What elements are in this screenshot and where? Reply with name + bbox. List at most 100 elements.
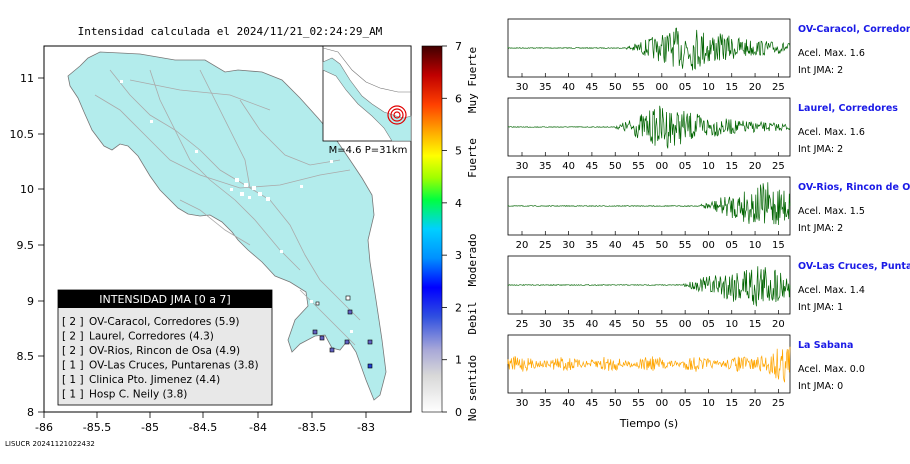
- time-tick-label: 25: [772, 82, 785, 93]
- colorbar-category-label: Debil: [466, 301, 479, 334]
- time-tick-label: 30: [539, 319, 552, 330]
- legend-item-level: [ 1 ]: [62, 389, 84, 401]
- seismogram-panel: 30 35 40 45 50 55 00 05 10 15 20 25 OV-Caracol, Corr…: [507, 18, 910, 93]
- time-tick-label: 40: [562, 161, 575, 172]
- colorbar-gradient: [421, 45, 443, 413]
- waveform-trace: [507, 182, 791, 226]
- legend-item-level: [ 1 ]: [62, 360, 84, 372]
- lon-tick-label: -83: [357, 421, 375, 434]
- colorbar-tick-label: 7: [455, 40, 462, 53]
- road-network: [94, 69, 361, 346]
- colorbar-category-label: Moderado: [466, 234, 479, 287]
- time-tick-label: 35: [539, 82, 552, 93]
- footer-label: LISUCR 20241121022432: [5, 440, 95, 448]
- waveform-trace: [507, 346, 791, 383]
- time-tick-label: 50: [655, 240, 668, 251]
- time-tick-label: 50: [609, 82, 622, 93]
- colorbar-tick-label: 3: [455, 249, 462, 262]
- time-tick-label: 20: [749, 161, 762, 172]
- lon-tick-label: -84.5: [189, 421, 217, 434]
- longitude-axis: -86 -85.5 -85 -84.5 -84 -83.5 -83: [35, 412, 375, 434]
- seismogram-panel: 20 25 30 35 40 45 50 55 00 05 10 15 OV-Rios, Rincon …: [507, 176, 910, 251]
- map-area: M=4.6 P=31km -86 -85.5 -85 -84.5 -84 -83.5 -83…: [10, 45, 412, 434]
- colorbar-category-label: Fuerte: [466, 138, 479, 178]
- jma-intensity: Int JMA: 2: [798, 223, 843, 234]
- time-tick-label: 35: [539, 398, 552, 409]
- jma-intensity: Int JMA: 1: [798, 302, 843, 313]
- legend-item-level: [ 2 ]: [62, 331, 84, 343]
- colorbar-tick-label: 5: [455, 145, 462, 158]
- station-name: OV-Rios, Rincon de Os: [798, 182, 910, 193]
- time-tick-label: 00: [655, 161, 668, 172]
- station-name: OV-Caracol, Corredore: [798, 24, 910, 35]
- time-tick-label: 05: [679, 398, 692, 409]
- time-tick-label: 25: [772, 161, 785, 172]
- time-tick-label: 00: [655, 398, 668, 409]
- time-tick-label: 45: [586, 82, 599, 93]
- legend-item-level: [ 2 ]: [62, 345, 84, 357]
- time-tick-label: 30: [562, 240, 575, 251]
- legend-item-station: OV-Caracol, Corredores (5.9): [89, 316, 240, 328]
- colorbar-tick-label: 2: [455, 301, 462, 314]
- latitude-axis: 11 10.5 10 9.5 9 8.5 8: [10, 72, 44, 419]
- jma-intensity: Int JMA: 0: [798, 381, 843, 392]
- time-tick-label: 45: [609, 319, 622, 330]
- jma-intensity: Int JMA: 2: [798, 144, 843, 155]
- time-tick-label: 40: [562, 82, 575, 93]
- colorbar-tick-label: 4: [455, 197, 462, 210]
- time-tick-label: 25: [539, 240, 552, 251]
- legend-item-station: Clinica Pto. Jimenez (4.4): [89, 374, 220, 386]
- time-tick-label: 20: [516, 240, 529, 251]
- waveform-trace: [507, 27, 791, 71]
- colorbar-category-label: No sentido: [466, 355, 479, 421]
- lat-tick-label: 10.5: [10, 128, 35, 141]
- time-axis-label: Tiempo (s): [619, 417, 678, 430]
- legend-item-station: OV-Las Cruces, Puntarenas (3.8): [89, 360, 259, 372]
- inset-label: M=4.6 P=31km: [329, 145, 408, 156]
- time-tick-label: 25: [772, 398, 785, 409]
- time-tick-label: 40: [562, 398, 575, 409]
- peak-acceleration: Acel. Max. 1.6: [798, 48, 865, 59]
- peak-acceleration: Acel. Max. 1.6: [798, 127, 865, 138]
- time-tick-label: 10: [725, 319, 738, 330]
- lat-tick-label: 8: [27, 406, 34, 419]
- peak-acceleration: Acel. Max. 1.5: [798, 206, 865, 217]
- lat-tick-label: 10: [20, 183, 34, 196]
- peak-acceleration: Acel. Max. 0.0: [798, 364, 865, 375]
- time-tick-label: 15: [725, 398, 738, 409]
- lon-tick-label: -85: [141, 421, 159, 434]
- time-tick-label: 45: [632, 240, 645, 251]
- intensity-legend: INTENSIDAD JMA [0 a 7] [ 2 ] OV-Caracol, …: [57, 289, 273, 406]
- time-tick-label: 50: [609, 161, 622, 172]
- map-title: Intensidad calculada el 2024/11/21_02:24…: [78, 25, 383, 38]
- lat-tick-label: 9.5: [17, 239, 35, 252]
- epicenter-icon: [387, 105, 407, 125]
- station-name: La Sabana: [798, 340, 853, 351]
- time-tick-label: 30: [516, 161, 529, 172]
- time-tick-label: 10: [702, 82, 715, 93]
- jma-intensity: Int JMA: 2: [798, 65, 843, 76]
- seismogram-panel: 30 35 40 45 50 55 00 05 10 15 20 25 La Sabana Acel. M…: [507, 334, 865, 409]
- time-tick-label: 05: [725, 240, 738, 251]
- lon-tick-label: -85.5: [83, 421, 111, 434]
- time-tick-label: 55: [655, 319, 668, 330]
- legend-item-level: [ 1 ]: [62, 374, 84, 386]
- lon-tick-label: -83.5: [298, 421, 326, 434]
- time-tick-label: 10: [749, 240, 762, 251]
- time-tick-label: 00: [702, 240, 715, 251]
- colorbar-tick-label: 1: [455, 354, 462, 367]
- time-tick-label: 00: [679, 319, 692, 330]
- time-tick-label: 05: [702, 319, 715, 330]
- legend-item-level: [ 2 ]: [62, 316, 84, 328]
- legend-item-station: OV-Rios, Rincon de Osa (4.9): [89, 345, 240, 357]
- station-name: OV-Las Cruces, Puntar: [798, 261, 910, 272]
- waveform-trace: [507, 105, 791, 149]
- time-tick-label: 40: [586, 319, 599, 330]
- time-tick-label: 50: [632, 319, 645, 330]
- legend-title: INTENSIDAD JMA [0 a 7]: [99, 293, 230, 306]
- city-markers: [120, 80, 353, 333]
- seismogram-panel: 30 35 40 45 50 55 00 05 10 15 20 25 Laurel, Corredor…: [507, 97, 898, 172]
- time-tick-label: 50: [609, 398, 622, 409]
- time-tick-label: 20: [749, 398, 762, 409]
